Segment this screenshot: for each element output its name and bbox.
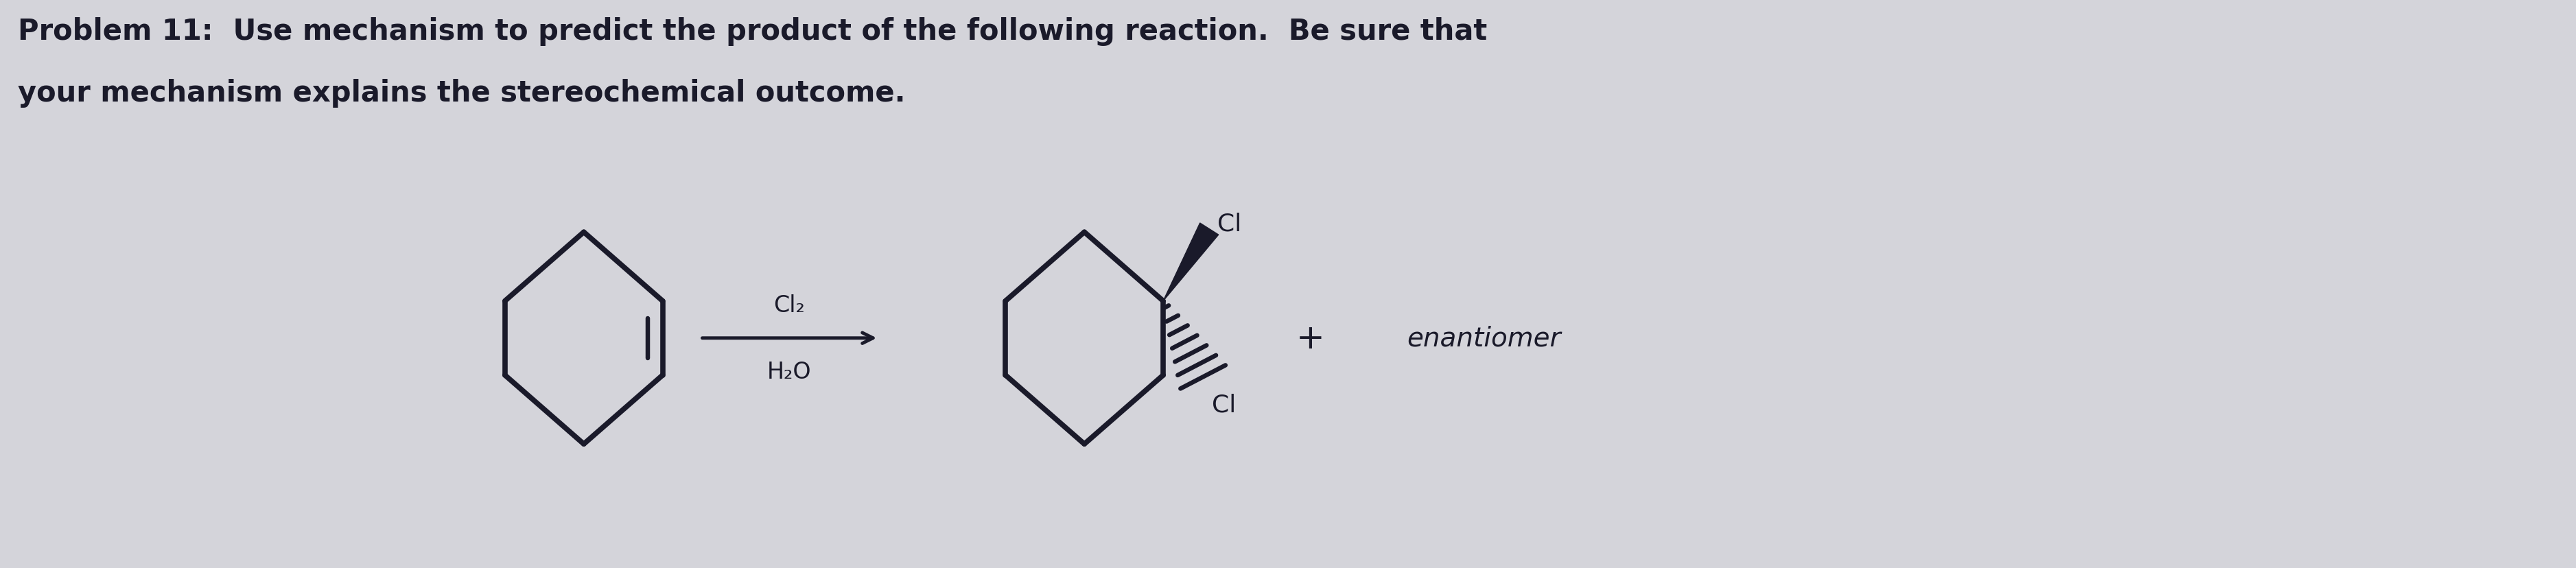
- Text: H₂O: H₂O: [768, 360, 811, 383]
- Text: enantiomer: enantiomer: [1406, 325, 1561, 351]
- Text: Cl₂: Cl₂: [773, 294, 806, 316]
- Text: Cl: Cl: [1218, 212, 1242, 235]
- Text: Cl: Cl: [1211, 393, 1236, 416]
- Text: Problem 11:  Use mechanism to predict the product of the following reaction.  Be: Problem 11: Use mechanism to predict the…: [18, 18, 1486, 46]
- Text: +: +: [1296, 322, 1324, 355]
- Polygon shape: [1164, 223, 1218, 301]
- Text: your mechanism explains the stereochemical outcome.: your mechanism explains the stereochemic…: [18, 79, 907, 107]
